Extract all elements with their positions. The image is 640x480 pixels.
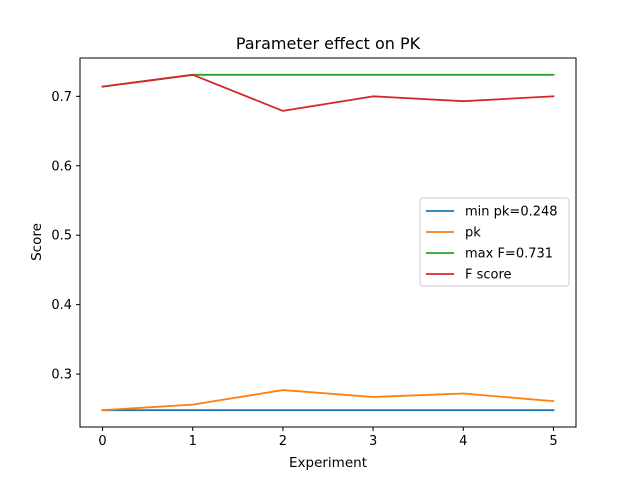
- y-tick-label: 0.4: [51, 298, 72, 313]
- y-tick-label: 0.6: [51, 159, 72, 174]
- legend: min pk=0.248 pk max F=0.731 F score: [419, 197, 570, 287]
- series-layer: [101, 73, 555, 412]
- plot-frame: [79, 57, 577, 428]
- x-axis: 0 1 2 3 4 5: [98, 427, 558, 449]
- legend-label: pk: [465, 226, 481, 241]
- series-line-1: [101, 389, 555, 412]
- x-tick-label: 5: [549, 434, 557, 449]
- x-tick-label: 0: [98, 434, 106, 449]
- y-tick-label: 0.3: [51, 368, 72, 383]
- y-tick-label: 0.7: [51, 90, 72, 105]
- y-axis: 0.3 0.4 0.5 0.6 0.7: [51, 90, 80, 383]
- legend-label: max F=0.731: [465, 247, 553, 262]
- y-tick-label: 0.5: [51, 229, 72, 244]
- legend-box: [419, 197, 570, 287]
- y-axis-label: Score: [29, 223, 45, 261]
- x-tick-label: 2: [279, 434, 287, 449]
- x-tick-label: 4: [459, 434, 467, 449]
- x-tick-label: 1: [189, 434, 197, 449]
- legend-label: F score: [465, 268, 512, 283]
- plot-area: [79, 57, 577, 428]
- legend-label: min pk=0.248: [465, 205, 558, 220]
- x-axis-label: Experiment: [289, 455, 367, 471]
- x-tick-label: 3: [369, 434, 377, 449]
- series-line-3: [101, 73, 555, 112]
- chart-title: Parameter effect on PK: [236, 34, 421, 53]
